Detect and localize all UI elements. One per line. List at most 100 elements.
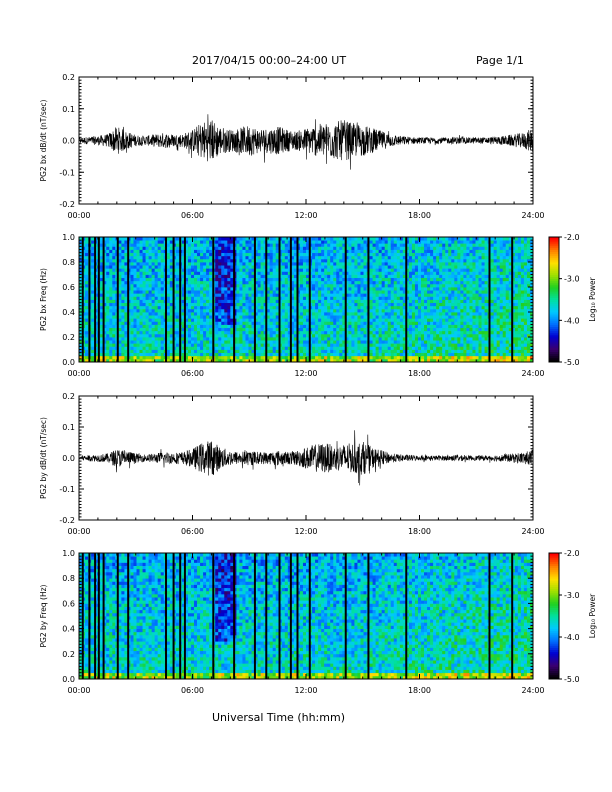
spectrogram-cell — [375, 340, 380, 344]
spectrogram-cell — [106, 337, 110, 341]
spectrogram-cell — [151, 315, 156, 319]
spectrogram-cell — [414, 340, 419, 344]
spectrogram-cell — [260, 355, 265, 360]
spectrogram-cell — [318, 293, 322, 297]
spectrogram-cell — [197, 262, 201, 266]
spectrogram-cell — [124, 237, 128, 241]
spectrogram-cell — [157, 340, 162, 344]
spectrogram-cell — [378, 318, 383, 322]
spectrogram-cell — [197, 330, 201, 335]
spectrogram-cell — [215, 287, 219, 291]
spectrogram-cell — [342, 268, 346, 272]
spectrogram-cell — [433, 349, 437, 354]
spectrogram-cell — [333, 337, 337, 341]
spectrogram-cell — [100, 237, 104, 241]
spectrogram-cell — [384, 333, 389, 338]
spectrogram-cell — [433, 271, 437, 275]
spectrogram-cell — [327, 249, 331, 254]
spectrogram-cell — [194, 343, 198, 347]
spectrogram-cell — [124, 293, 128, 297]
spectrogram-cell — [284, 330, 289, 335]
spectrogram-cell — [351, 340, 355, 344]
spectrogram-cell — [348, 312, 352, 316]
spectrogram-cell — [130, 302, 134, 307]
spectrogram-cell — [175, 283, 180, 288]
spectrogram-cell — [260, 283, 265, 288]
spectrogram-cell — [209, 237, 213, 241]
spectrogram-cell — [318, 349, 322, 354]
spectrogram-cell — [166, 268, 171, 272]
spectrogram-cell — [227, 268, 231, 272]
spectrogram-cell — [333, 330, 337, 335]
spectrogram-cell — [136, 327, 140, 332]
spectrogram-cell — [372, 358, 377, 363]
spectrogram-cell — [351, 355, 355, 360]
spectrogram-cell — [239, 358, 243, 363]
spectrogram-cell — [251, 268, 255, 272]
spectrogram-cell — [227, 255, 231, 260]
spectrogram-cell — [318, 355, 322, 360]
spectrogram-cell — [85, 324, 89, 329]
spectrogram-cell — [293, 280, 298, 285]
spectrogram-cell — [396, 271, 401, 275]
spectrogram-cell — [360, 280, 364, 285]
spectrogram-cell — [227, 327, 231, 332]
spectrogram-cell — [417, 333, 422, 338]
spectrogram-cell — [230, 355, 234, 360]
spectrogram-cell — [145, 308, 150, 313]
spectrogram-cell — [275, 249, 280, 254]
spectrogram-cell — [345, 274, 349, 279]
spectrogram-cell — [363, 237, 367, 241]
spectrogram-cell — [421, 243, 425, 247]
spectrogram-cell — [439, 346, 443, 350]
spectrogram-cell — [442, 287, 446, 291]
spectrogram-cell — [405, 299, 410, 304]
spectrogram-cell — [430, 246, 434, 250]
spectrogram-cell — [142, 252, 146, 257]
spectrogram-cell — [363, 358, 367, 363]
spectrogram-cell — [339, 287, 343, 291]
spectrogram-cell — [200, 352, 204, 357]
spectrogram-cell — [299, 312, 304, 316]
spectrogram-cell — [351, 280, 355, 285]
spectrogram-cell — [433, 355, 437, 360]
spectrogram-cell — [408, 312, 413, 316]
spectrogram-cell — [417, 296, 422, 300]
spectrogram-cell — [136, 258, 140, 263]
spectrogram-cell — [221, 249, 225, 254]
spectrogram-cell — [408, 308, 413, 313]
spectrogram-cell — [203, 312, 207, 316]
spectrogram-cell — [363, 330, 367, 335]
spectrogram-cell — [187, 268, 192, 272]
spectrogram-cell — [242, 308, 246, 313]
spectrogram-cell — [181, 271, 186, 275]
spectrogram-cell — [287, 271, 292, 275]
spectrogram-cell — [124, 358, 128, 363]
spectrogram-cell — [133, 252, 137, 257]
spectrogram-cell — [239, 237, 243, 241]
spectrogram-cell — [302, 337, 307, 341]
spectrogram-cell — [424, 246, 428, 250]
spectrogram-cell — [296, 321, 301, 325]
spectrogram-cell — [342, 271, 346, 275]
spectrogram-cell — [109, 340, 113, 344]
spectrogram-cell — [221, 340, 225, 344]
spectrogram-cell — [399, 255, 404, 260]
spectrogram-cell — [200, 337, 204, 341]
spectrogram-cell — [369, 237, 373, 241]
spectrogram-cell — [318, 262, 322, 266]
spectrogram-cell — [393, 330, 398, 335]
spectrogram-cell — [215, 258, 219, 263]
spectrogram-cell — [227, 246, 231, 250]
spectrogram-cell — [239, 240, 243, 244]
spectrogram-cell — [363, 355, 367, 360]
spectrogram-cell — [287, 258, 292, 263]
spectrogram-cell — [218, 330, 222, 335]
spectrogram-cell — [281, 255, 286, 260]
spectrogram-cell — [427, 352, 431, 357]
spectrogram-cell — [439, 299, 443, 304]
spectrogram-cell — [405, 268, 410, 272]
spectrogram-cell — [181, 277, 186, 282]
spectrogram-cell — [181, 243, 186, 247]
spectrogram-cell — [345, 333, 349, 338]
